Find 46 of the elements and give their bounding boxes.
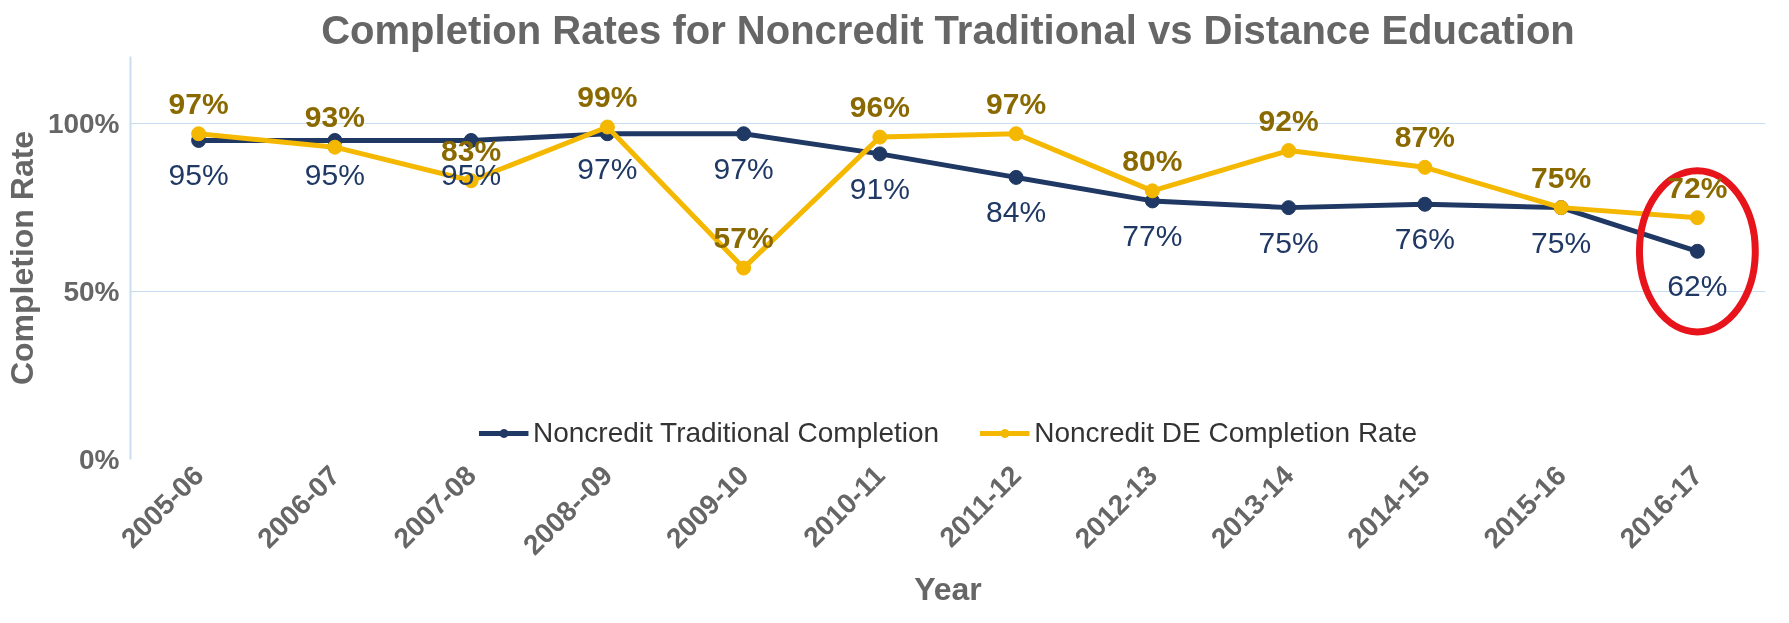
- data-label: 80%: [1122, 143, 1183, 177]
- legend-label: Noncredit Traditional Completion: [532, 417, 940, 449]
- data-label: 95%: [304, 158, 365, 192]
- data-label: 91%: [849, 171, 910, 205]
- point: [599, 119, 615, 135]
- data-label: 95%: [168, 158, 229, 192]
- data-label: 76%: [1394, 222, 1455, 256]
- point: [736, 260, 752, 276]
- point: [1281, 143, 1297, 159]
- data-label: 99%: [577, 80, 638, 114]
- point: [1417, 196, 1433, 212]
- data-label: 97%: [577, 151, 638, 185]
- data-label: 72%: [1667, 170, 1728, 204]
- point: [1008, 126, 1024, 142]
- data-label: 75%: [1258, 225, 1319, 259]
- chart-title: Completion Rates for Noncredit Traditional vs Distance Education: [321, 7, 1575, 52]
- y-tick-label: 0%: [79, 444, 120, 475]
- data-label: 97%: [986, 86, 1047, 120]
- data-label: 75%: [1531, 225, 1592, 259]
- data-label: 92%: [1258, 103, 1319, 137]
- data-label: 75%: [1531, 160, 1592, 194]
- point: [327, 139, 343, 155]
- data-label: 62%: [1667, 269, 1728, 303]
- legend-label: Noncredit DE Completion Rate: [1034, 417, 1418, 449]
- point: [191, 126, 207, 142]
- point: [1689, 243, 1705, 259]
- data-label: 96%: [849, 90, 910, 124]
- point: [1689, 210, 1705, 226]
- data-label: 97%: [168, 86, 229, 120]
- data-label: 97%: [713, 151, 774, 185]
- y-tick-label: 100%: [47, 108, 120, 140]
- data-label: 93%: [304, 100, 365, 134]
- point: [1281, 200, 1297, 216]
- data-label: 84%: [986, 195, 1047, 229]
- x-axis-title: Year: [914, 571, 982, 608]
- point: [1144, 183, 1160, 199]
- data-label: 87%: [1394, 120, 1455, 154]
- y-axis-title: Completion Rate: [3, 130, 40, 386]
- y-tick-label: 50%: [63, 276, 120, 308]
- data-label: 57%: [713, 221, 774, 255]
- point: [1008, 169, 1024, 185]
- point: [736, 126, 752, 142]
- data-label: 77%: [1122, 218, 1183, 252]
- point: [872, 146, 888, 162]
- point: [872, 129, 888, 145]
- point: [1417, 159, 1433, 175]
